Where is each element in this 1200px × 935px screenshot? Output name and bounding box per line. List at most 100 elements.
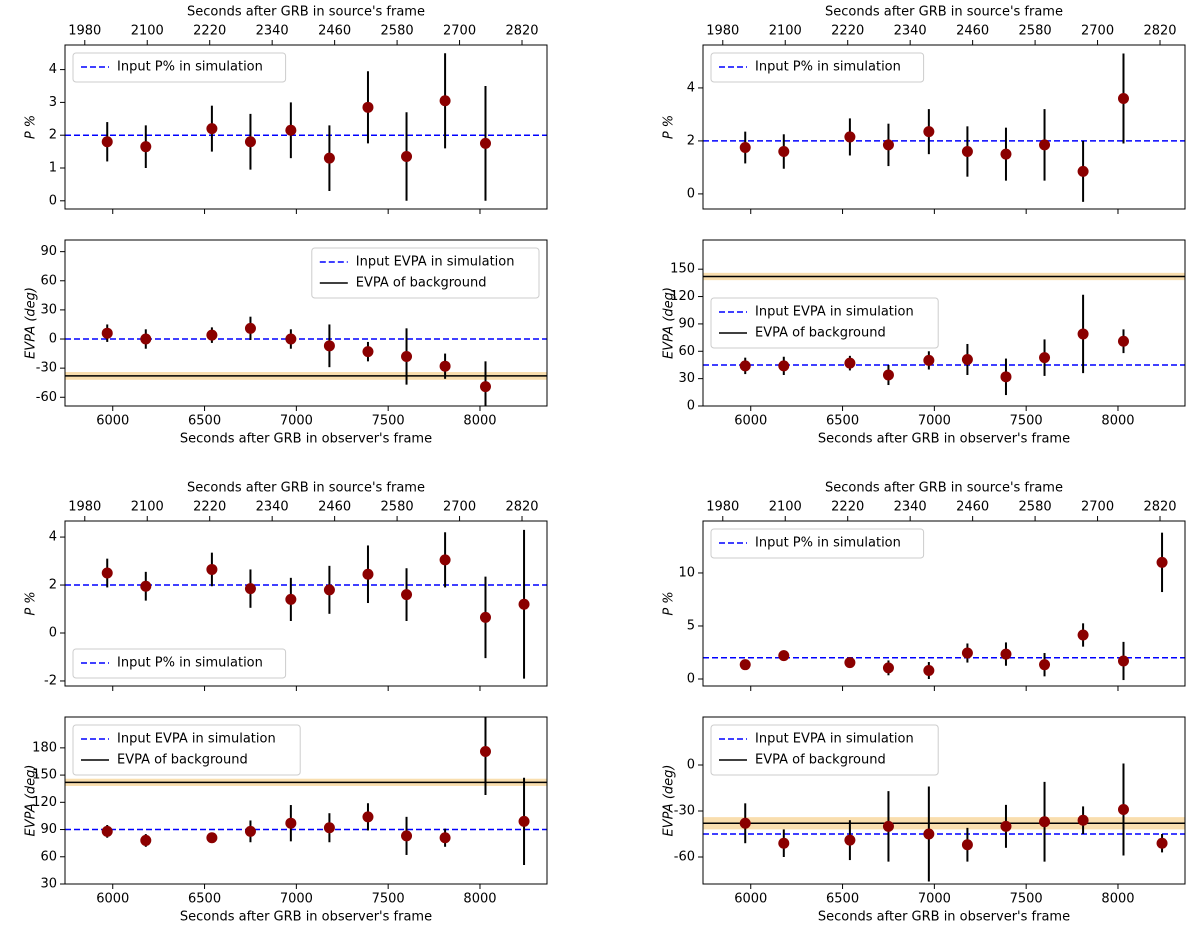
subplot: 1980 2100 2220 2340 2460 2580 2700 2820Seconds … xyxy=(24,5,548,214)
x-tick-label: 8000 xyxy=(1101,892,1134,907)
subplot: 6000 6500 7000 7500 8000 Seconds after GRB in… xyxy=(662,716,1186,925)
legend: Input P% in simulation xyxy=(72,648,287,679)
x2-axis-label: Seconds after GRB in source's frame xyxy=(187,481,425,496)
data-point xyxy=(479,381,491,393)
x2-tick-label: 2460 xyxy=(318,500,351,515)
subplot: 1980 2100 2220 2340 2460 2580 2700 2820Seconds … xyxy=(662,5,1186,214)
legend-label: Input EVPA in simulation xyxy=(755,732,914,747)
legend: Input EVPA in simulation EVPA of backgrou… xyxy=(72,724,301,776)
data-point xyxy=(323,584,335,596)
data-point xyxy=(1039,816,1051,828)
x-tick-label: 6500 xyxy=(188,892,221,907)
legend-label: Input P% in simulation xyxy=(117,656,263,671)
data-point xyxy=(140,333,152,345)
y-tick-label: 10 xyxy=(678,565,695,580)
y-tick-label: 0 xyxy=(687,186,695,201)
x2-tick-label: 2220 xyxy=(831,24,864,39)
x2-tick-label: 2820 xyxy=(1143,24,1176,39)
x-tick-label: 6500 xyxy=(826,414,859,429)
x2-tick-label: 2100 xyxy=(131,24,164,39)
data-point xyxy=(439,832,451,844)
data-point xyxy=(479,745,491,757)
y-tick-label: 90 xyxy=(678,316,695,331)
plot-area xyxy=(65,529,547,679)
data-point xyxy=(101,136,113,148)
legend-label: Input P% in simulation xyxy=(755,60,901,75)
legend: Input P% in simulation xyxy=(710,528,925,559)
y-tick-label: -60 xyxy=(674,850,695,865)
x2-tick-label: 2220 xyxy=(193,24,226,39)
data-point xyxy=(1077,629,1089,641)
plot-area xyxy=(65,717,547,865)
y-tick-label: 150 xyxy=(32,768,57,783)
plot-area xyxy=(65,316,547,406)
data-point xyxy=(882,369,894,381)
data-point xyxy=(244,322,256,334)
x-tick-label: 6500 xyxy=(826,892,859,907)
x2-tick-label: 2580 xyxy=(1019,24,1052,39)
x-tick-label: 7500 xyxy=(1010,892,1043,907)
data-point xyxy=(1077,165,1089,177)
data-point xyxy=(244,136,256,148)
legend: Input EVPA in simulation EVPA of backgrou… xyxy=(311,247,540,299)
data-point xyxy=(518,598,530,610)
data-point xyxy=(362,101,374,113)
plot-area xyxy=(703,763,1185,882)
y-axis-label: EVPA (deg) xyxy=(662,765,677,837)
x2-tick-label: 2820 xyxy=(1143,500,1176,515)
legend-box xyxy=(710,724,939,776)
legend-box xyxy=(311,247,540,299)
y-tick-label: 3 xyxy=(49,95,57,110)
data-point xyxy=(285,333,297,345)
x2-tick-label: 2340 xyxy=(894,24,927,39)
subplot: 1980 2100 2220 2340 2460 2580 2700 2820Seconds … xyxy=(24,481,548,691)
y-tick-label: 4 xyxy=(49,530,57,545)
y-axis-label: P % xyxy=(24,115,39,139)
axes-frame xyxy=(64,44,548,210)
y-tick-label: 1 xyxy=(49,161,57,176)
data-point xyxy=(1000,371,1012,383)
data-point xyxy=(844,131,856,143)
data-point xyxy=(401,350,413,362)
y-tick-label: -2 xyxy=(44,673,57,688)
data-point xyxy=(778,650,790,662)
data-point xyxy=(844,834,856,846)
legend-box xyxy=(72,52,287,83)
y-tick-label: 60 xyxy=(40,273,57,288)
x-axis-label: Seconds after GRB in observer's frame xyxy=(180,910,432,925)
data-point xyxy=(479,137,491,149)
y-tick-label: 0 xyxy=(687,672,695,687)
y-tick-label: 4 xyxy=(687,80,695,95)
data-point xyxy=(961,146,973,158)
data-point xyxy=(140,141,152,153)
data-point xyxy=(285,124,297,136)
y-tick-label: 0 xyxy=(49,193,57,208)
subplot: 6000 6500 7000 7500 8000 Seconds after GRB in… xyxy=(24,716,548,925)
x-tick-label: 8000 xyxy=(463,414,496,429)
x-tick-label: 6000 xyxy=(734,892,767,907)
data-point xyxy=(1117,335,1129,347)
x2-tick-label: 1980 xyxy=(68,500,101,515)
plot-area xyxy=(65,53,547,201)
data-point xyxy=(101,567,113,579)
x2-axis-label: Seconds after GRB in source's frame xyxy=(825,481,1063,496)
x-tick-label: 6500 xyxy=(188,414,221,429)
data-point xyxy=(401,830,413,842)
axes-frame xyxy=(64,239,548,407)
data-point xyxy=(323,822,335,834)
x2-tick-label: 2700 xyxy=(443,500,476,515)
data-point xyxy=(1039,659,1051,671)
legend-box xyxy=(710,52,925,83)
legend-label: Input EVPA in simulation xyxy=(117,732,276,747)
x-tick-label: 7000 xyxy=(280,892,313,907)
data-point xyxy=(739,817,751,829)
legend-label: Input P% in simulation xyxy=(117,60,263,75)
data-point xyxy=(778,360,790,372)
data-point xyxy=(401,151,413,163)
data-point xyxy=(1156,556,1168,568)
x2-tick-label: 2700 xyxy=(1081,500,1114,515)
data-point xyxy=(362,346,374,358)
legend-box xyxy=(72,724,301,776)
data-point xyxy=(1000,820,1012,832)
